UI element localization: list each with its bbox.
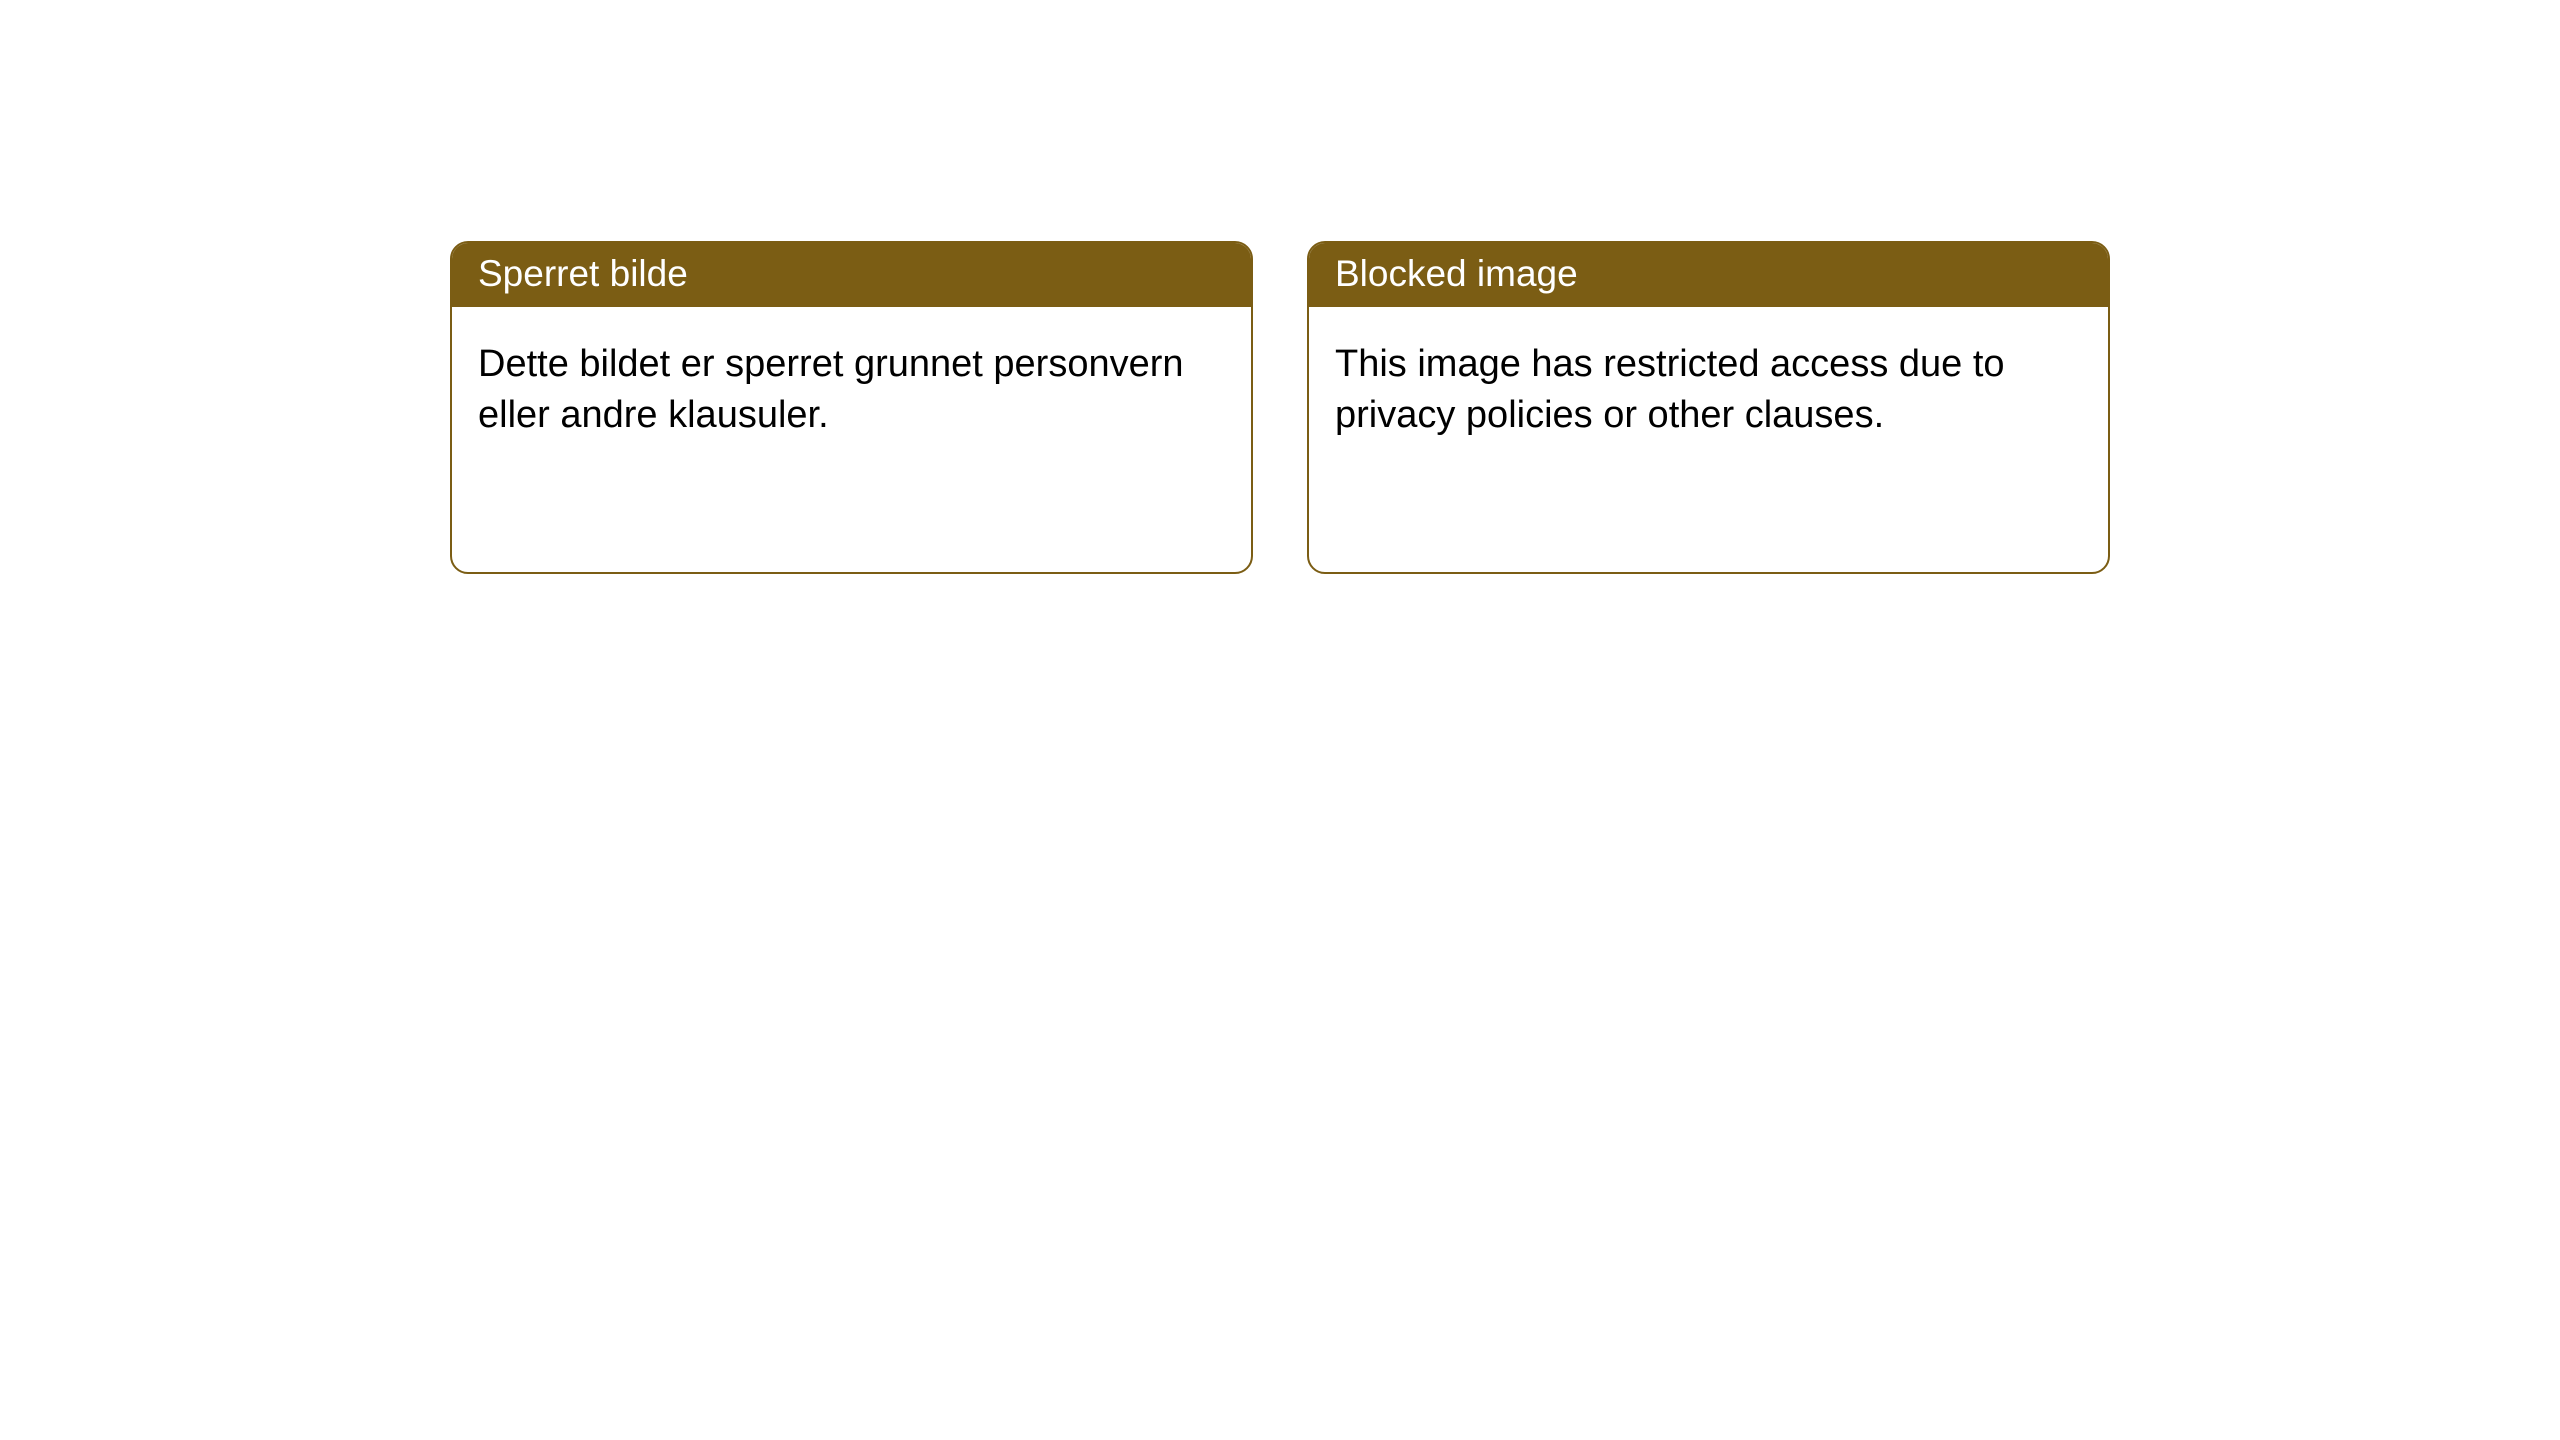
- notice-card-body-english: This image has restricted access due to …: [1309, 307, 2108, 474]
- notice-container: Sperret bilde Dette bildet er sperret gr…: [0, 0, 2560, 574]
- notice-card-title-english: Blocked image: [1309, 243, 2108, 307]
- notice-card-title-norwegian: Sperret bilde: [452, 243, 1251, 307]
- notice-card-norwegian: Sperret bilde Dette bildet er sperret gr…: [450, 241, 1253, 574]
- notice-card-body-norwegian: Dette bildet er sperret grunnet personve…: [452, 307, 1251, 474]
- notice-card-english: Blocked image This image has restricted …: [1307, 241, 2110, 574]
